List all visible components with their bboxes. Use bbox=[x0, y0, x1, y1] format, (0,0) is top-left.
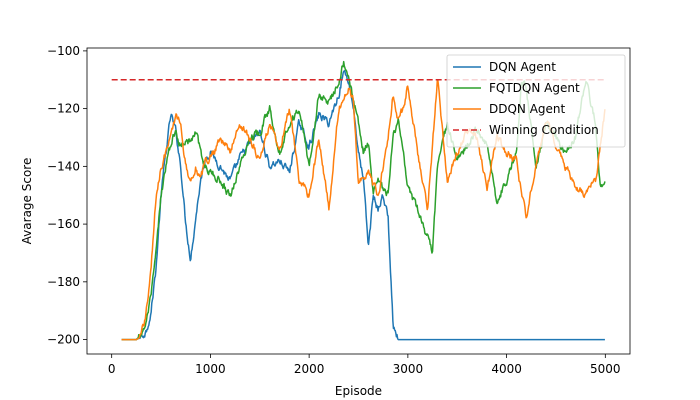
x-tick-label: 3000 bbox=[393, 362, 424, 376]
x-axis-label: Episode bbox=[335, 384, 382, 398]
y-tick-label: −200 bbox=[47, 333, 80, 347]
legend-entry: FQTDQN Agent bbox=[489, 81, 580, 95]
legend-box bbox=[446, 54, 626, 148]
axes-layer: 0 1000 2000 3000 4000 5000 −200 −180 −160 −140 −12… bbox=[47, 44, 631, 376]
x-tick-label: 4000 bbox=[491, 362, 522, 376]
x-tick-label: 0 bbox=[108, 362, 116, 376]
x-tick-label: 2000 bbox=[294, 362, 325, 376]
x-tick-label: 5000 bbox=[590, 362, 621, 376]
legend-entry: DQN Agent bbox=[489, 60, 556, 74]
series-line-2 bbox=[121, 79, 606, 341]
y-tick-label: −120 bbox=[47, 102, 80, 116]
legend-entry: Winning Condition bbox=[489, 123, 599, 137]
y-tick-label: −140 bbox=[47, 159, 80, 173]
y-tick-label: −160 bbox=[47, 217, 80, 231]
y-axis-label: Avarage Score bbox=[20, 158, 34, 245]
y-tick-label: −100 bbox=[47, 44, 80, 58]
axes-frame bbox=[86, 47, 631, 355]
y-tick-label: −180 bbox=[47, 275, 80, 289]
x-tick-label: 1000 bbox=[195, 362, 226, 376]
legend-entry: DDQN Agent bbox=[489, 102, 566, 116]
legend: DQN Agent FQTDQN Agent DDQN Agent Winning C… bbox=[446, 54, 626, 148]
